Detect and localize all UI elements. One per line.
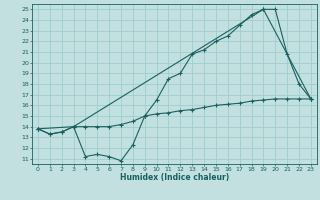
X-axis label: Humidex (Indice chaleur): Humidex (Indice chaleur) [120, 173, 229, 182]
